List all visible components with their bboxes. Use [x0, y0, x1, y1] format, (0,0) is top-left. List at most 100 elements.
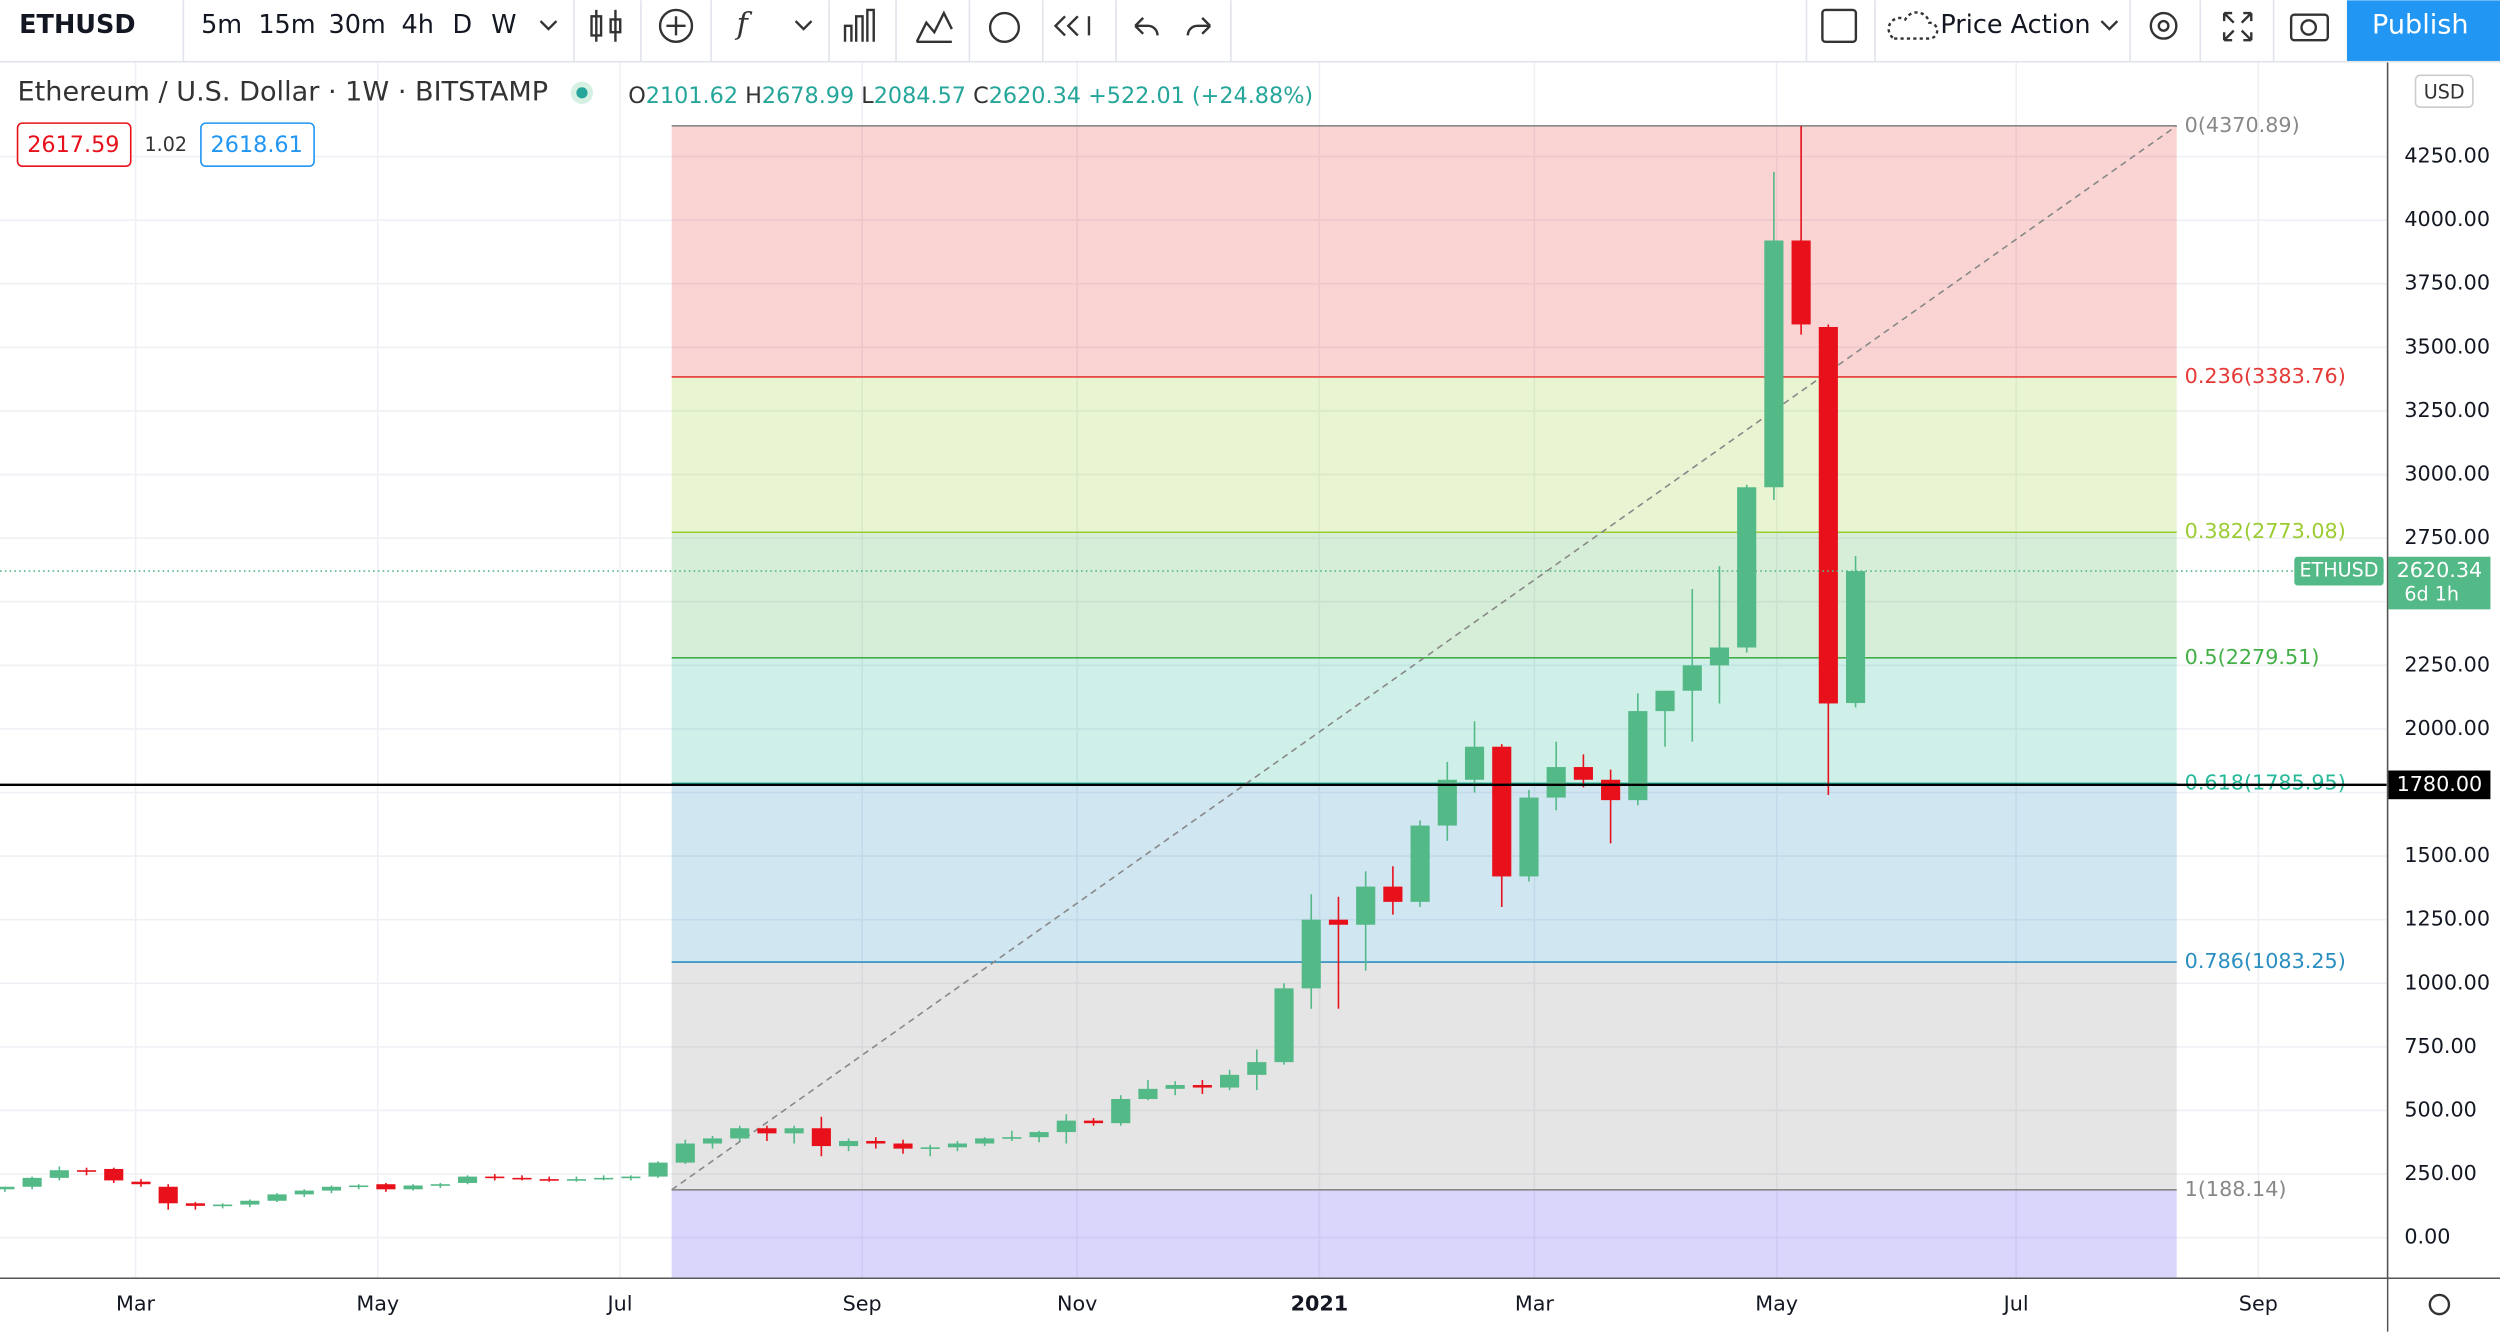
candle-body: [866, 1140, 886, 1144]
publish-label[interactable]: Publish: [2372, 9, 2469, 40]
candle-body: [240, 1200, 260, 1205]
candle-body: [893, 1143, 913, 1149]
candle-body: [430, 1184, 450, 1186]
symbol[interactable]: ETHUSD: [19, 10, 135, 40]
ohlc-letter: L: [861, 83, 874, 109]
x-tick-label: Jul: [605, 1292, 632, 1316]
candle-body: [621, 1176, 641, 1179]
candle-body: [213, 1204, 233, 1207]
publish-button[interactable]: [2346, 0, 2500, 61]
ohlc-letter: C: [973, 83, 989, 109]
candle-body: [1083, 1120, 1104, 1124]
ohlc-legend: O2101.62 H2678.99 L2084.57 C2620.34 +522…: [628, 83, 1313, 109]
candle-body: [1274, 988, 1294, 1063]
chevron[interactable]: [539, 20, 558, 31]
interval[interactable]: 15m: [258, 10, 315, 40]
alert-icon[interactable]: [988, 11, 1021, 43]
interval-group: 5m 15m 30m 4h D W: [201, 10, 516, 40]
candle-body: [757, 1128, 777, 1134]
candle-body: [1764, 240, 1784, 488]
fullscreen-icon[interactable]: [2222, 11, 2253, 42]
fib-band: [671, 125, 2177, 377]
chevron[interactable]: [794, 20, 813, 31]
interval[interactable]: 30m: [328, 10, 385, 40]
interval[interactable]: W: [491, 10, 516, 40]
candle-body: [1519, 797, 1539, 877]
candle-body: [1709, 647, 1730, 666]
y-tick-label: 3500.00: [2404, 334, 2490, 358]
currency-box[interactable]: [2414, 74, 2474, 108]
template-icon[interactable]: [915, 10, 953, 43]
x-tick-label: Nov: [1057, 1292, 1097, 1316]
interval[interactable]: 5m: [201, 10, 242, 40]
bid-box[interactable]: [16, 122, 132, 167]
candle-body: [1573, 767, 1593, 780]
candle-body: [811, 1128, 831, 1147]
fib-band: [671, 657, 2177, 784]
layout-name[interactable]: Price Action: [1940, 10, 2090, 40]
candle-body: [784, 1128, 804, 1134]
candle-body: [49, 1170, 69, 1178]
chevron[interactable]: [2100, 20, 2119, 31]
redo-icon[interactable]: [1186, 17, 1211, 36]
x-tick-label: May: [356, 1292, 399, 1316]
bid: 2617.59: [27, 132, 119, 158]
cloud-icon[interactable]: [1887, 11, 1939, 40]
candle-body: [1138, 1088, 1158, 1100]
candle-body: [539, 1179, 559, 1181]
axis-settings-icon[interactable]: [2428, 1293, 2451, 1316]
undo-icon[interactable]: [1134, 17, 1159, 36]
x-tick-label: 2021: [1291, 1292, 1349, 1316]
candle-body: [485, 1176, 505, 1179]
y-tick-label: 4250.00: [2404, 144, 2490, 168]
candle-body: [349, 1185, 369, 1188]
separators: [182, 0, 2275, 61]
candle-body: [1111, 1099, 1131, 1124]
candle-body: [76, 1170, 97, 1172]
candle-body: [1628, 711, 1648, 801]
x-tick-label: Jul: [2002, 1292, 2029, 1316]
candle-body: [1546, 767, 1566, 798]
candle-icon[interactable]: [590, 9, 622, 42]
price-axis: [2386, 62, 2500, 1278]
y-tick-label: 0.00: [2404, 1225, 2450, 1249]
replay-icon[interactable]: [1053, 15, 1091, 37]
candle-body: [185, 1203, 205, 1206]
candle-body: [730, 1128, 750, 1139]
countdown: 6d 1h: [2404, 583, 2459, 606]
add-icon[interactable]: [658, 8, 694, 43]
fib-label: 0.5(2279.51): [2185, 645, 2320, 669]
candle-body: [648, 1162, 668, 1177]
fib-label: 0.236(3383.76): [2185, 364, 2346, 388]
candle-body: [267, 1194, 287, 1201]
axis-labels: 0.00 250.00 500.00 750.00 1000.00 1250.00 1500…: [116, 144, 2491, 1316]
candle-body: [1056, 1120, 1076, 1133]
time-axis: [0, 1277, 2387, 1332]
candle-body: [1328, 919, 1349, 925]
ask-box[interactable]: [200, 122, 315, 167]
settings-hub: [2157, 19, 2170, 32]
ohlc-letter: H: [745, 83, 762, 109]
interval[interactable]: D: [453, 10, 473, 40]
compare-icon[interactable]: [843, 8, 875, 42]
candle-body: [947, 1143, 968, 1148]
fib-label: 0(4370.89): [2185, 113, 2300, 137]
candle-body: [512, 1177, 532, 1180]
x-tick-label: Sep: [843, 1292, 882, 1316]
y-tick-label: 2250.00: [2404, 652, 2490, 676]
y-tick-label: 4000.00: [2404, 207, 2490, 231]
ohlc-value: 2101.62: [646, 83, 738, 109]
y-tick-label: 3250.00: [2404, 398, 2490, 422]
candle-body: [22, 1177, 42, 1187]
add-plus: [666, 16, 686, 36]
spread: 1.02: [145, 133, 188, 156]
settings-icon[interactable]: [2149, 11, 2178, 40]
layout-icon[interactable]: [1821, 8, 1858, 43]
camera-icon[interactable]: [2289, 13, 2330, 42]
interval[interactable]: 4h: [402, 10, 434, 40]
candle-body: [1737, 487, 1757, 648]
y-tick-label: 250.00: [2404, 1161, 2477, 1185]
status-dot: [576, 87, 588, 99]
symbol-tag-label: ETHUSD: [2299, 559, 2378, 582]
